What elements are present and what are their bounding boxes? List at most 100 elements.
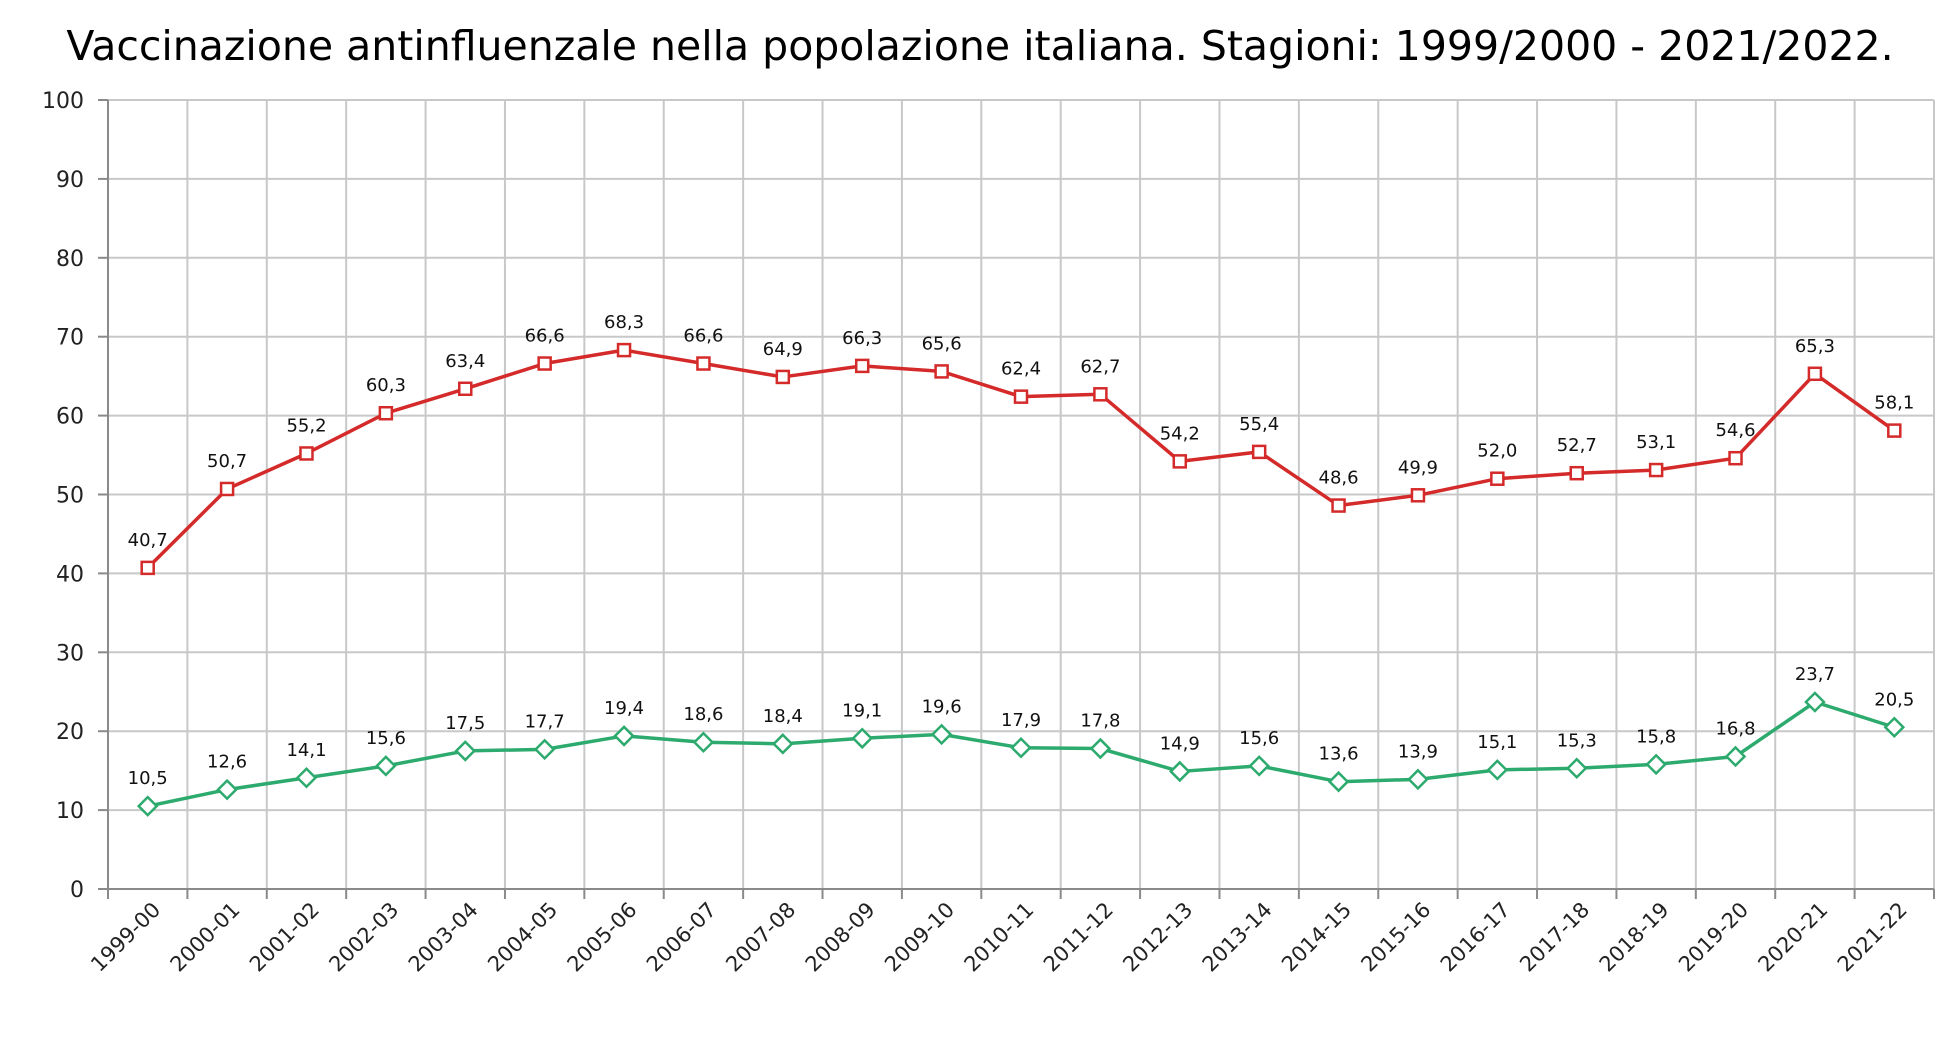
y-tick-label: 10 xyxy=(56,799,84,824)
series-2-point xyxy=(1407,768,1429,791)
x-tick-label: 2005-06 xyxy=(563,898,642,977)
x-tick-label: 2021-22 xyxy=(1833,898,1912,977)
series-2-point xyxy=(692,731,715,754)
series-2-data-label: 15,3 xyxy=(1557,730,1597,751)
series-1-data-label: 49,9 xyxy=(1398,457,1438,478)
series-2-point xyxy=(1010,737,1032,759)
series-1-data-label: 55,4 xyxy=(1239,414,1279,435)
series-1-point xyxy=(1172,454,1188,469)
series-2-point xyxy=(1565,757,1588,780)
series-2-data-label: 19,4 xyxy=(604,698,644,719)
series-1-point xyxy=(140,560,155,576)
series-1-point xyxy=(616,342,632,358)
series-1-point xyxy=(1807,366,1823,382)
series-2-point xyxy=(851,727,873,750)
y-tick-label: 0 xyxy=(70,878,84,903)
y-tick-label: 70 xyxy=(56,326,84,351)
x-tick-label: 2012-13 xyxy=(1118,898,1197,977)
series-1-data-label: 66,3 xyxy=(842,328,882,349)
x-tick-label: 2010-11 xyxy=(960,898,1039,977)
series-2-data-label: 17,9 xyxy=(1001,710,1041,731)
series-1-data-label: 64,9 xyxy=(763,339,803,360)
y-tick-label: 40 xyxy=(56,562,84,587)
x-tick-label: 2016-17 xyxy=(1436,898,1515,977)
series-1-point xyxy=(458,381,473,397)
x-tick-label: 2020-21 xyxy=(1753,898,1832,977)
series-1-point xyxy=(775,369,791,385)
series-2-point xyxy=(1248,755,1270,777)
series-2-data-label: 15,1 xyxy=(1477,732,1517,753)
y-tick-label: 90 xyxy=(56,168,84,193)
series-2-data-label: 20,5 xyxy=(1874,689,1914,710)
series-2-point xyxy=(375,755,397,777)
series-2-data-label: 23,7 xyxy=(1795,664,1835,685)
series-1-point xyxy=(854,358,870,374)
series-2-point xyxy=(1883,716,1906,739)
series-2-data-label: 13,9 xyxy=(1398,741,1438,762)
series-1-point xyxy=(537,356,552,371)
series-2-data-label: 15,6 xyxy=(366,728,406,749)
series-1-data-label: 63,4 xyxy=(445,351,485,372)
y-tick-label: 60 xyxy=(56,405,84,430)
x-tick-label: 2017-18 xyxy=(1515,898,1594,977)
series-2-point xyxy=(295,766,318,789)
series-2-data-label: 10,5 xyxy=(128,768,168,789)
series-2-point xyxy=(136,795,159,817)
series-1-point xyxy=(1728,450,1743,466)
series-1-data-label: 62,7 xyxy=(1080,356,1120,377)
series-1-data-label: 65,6 xyxy=(922,333,962,354)
x-tick-label: 2015-16 xyxy=(1356,898,1435,977)
series-2-data-label: 15,6 xyxy=(1239,728,1279,749)
series-1-data-label: 55,2 xyxy=(286,415,326,436)
series-1-data-label: 60,3 xyxy=(366,375,406,396)
series-1-point xyxy=(934,364,949,379)
series-1-data-label: 40,7 xyxy=(128,530,168,551)
x-tick-label: 2013-14 xyxy=(1198,898,1277,977)
series-2-data-label: 19,6 xyxy=(922,696,962,717)
series-2-data-label: 15,8 xyxy=(1636,726,1676,747)
y-tick-label: 100 xyxy=(42,89,84,114)
series-2-point xyxy=(216,778,238,801)
series-2-data-label: 17,5 xyxy=(445,713,485,734)
series-1-data-label: 62,4 xyxy=(1001,359,1041,380)
series-2-data-label: 18,4 xyxy=(763,706,803,727)
series-1-point xyxy=(378,405,394,421)
x-tick-label: 2011-12 xyxy=(1039,898,1118,977)
series-2-data-label: 17,8 xyxy=(1080,711,1120,732)
series-2-point xyxy=(1089,737,1112,760)
series-2-point xyxy=(533,738,556,761)
series-1-point xyxy=(219,481,235,497)
series-1-point xyxy=(1410,488,1426,503)
series-2-point xyxy=(613,725,635,747)
series-1-point xyxy=(696,356,711,371)
series-1-data-label: 54,6 xyxy=(1715,420,1755,441)
series-1-point xyxy=(1648,462,1664,478)
x-tick-label: 2018-19 xyxy=(1595,898,1674,977)
series-2-data-label: 17,7 xyxy=(525,711,565,732)
series-1-data-label: 65,3 xyxy=(1795,336,1835,357)
x-tick-label: 2006-07 xyxy=(642,898,721,977)
series-2-point xyxy=(1645,753,1667,776)
series-2-point xyxy=(454,740,477,762)
series-2-data-label: 19,1 xyxy=(842,700,882,721)
x-tick-label: 2000-01 xyxy=(166,898,245,977)
x-tick-label: 2014-15 xyxy=(1277,898,1356,977)
series-1-point xyxy=(1331,498,1346,513)
series-2-point xyxy=(772,733,794,755)
series-2-data-label: 14,1 xyxy=(286,740,326,761)
series-2-data-label: 14,9 xyxy=(1160,733,1200,754)
series-1-point xyxy=(1887,423,1902,438)
series-1-data-label: 66,6 xyxy=(683,326,723,347)
series-2-point xyxy=(1486,759,1509,781)
series-1-data-label: 52,7 xyxy=(1557,435,1597,456)
series-1-data-label: 66,6 xyxy=(525,326,565,347)
series-1-point xyxy=(1490,471,1505,486)
x-tick-label: 2004-05 xyxy=(483,898,562,977)
chart-title: Vaccinazione antinfluenzale nella popola… xyxy=(66,22,1894,70)
series-1-point xyxy=(1569,465,1584,481)
series-2-point xyxy=(930,723,953,746)
x-tick-label: 2003-04 xyxy=(404,898,483,977)
series-1-point xyxy=(1013,389,1029,404)
series-1-data-label: 50,7 xyxy=(207,451,247,472)
